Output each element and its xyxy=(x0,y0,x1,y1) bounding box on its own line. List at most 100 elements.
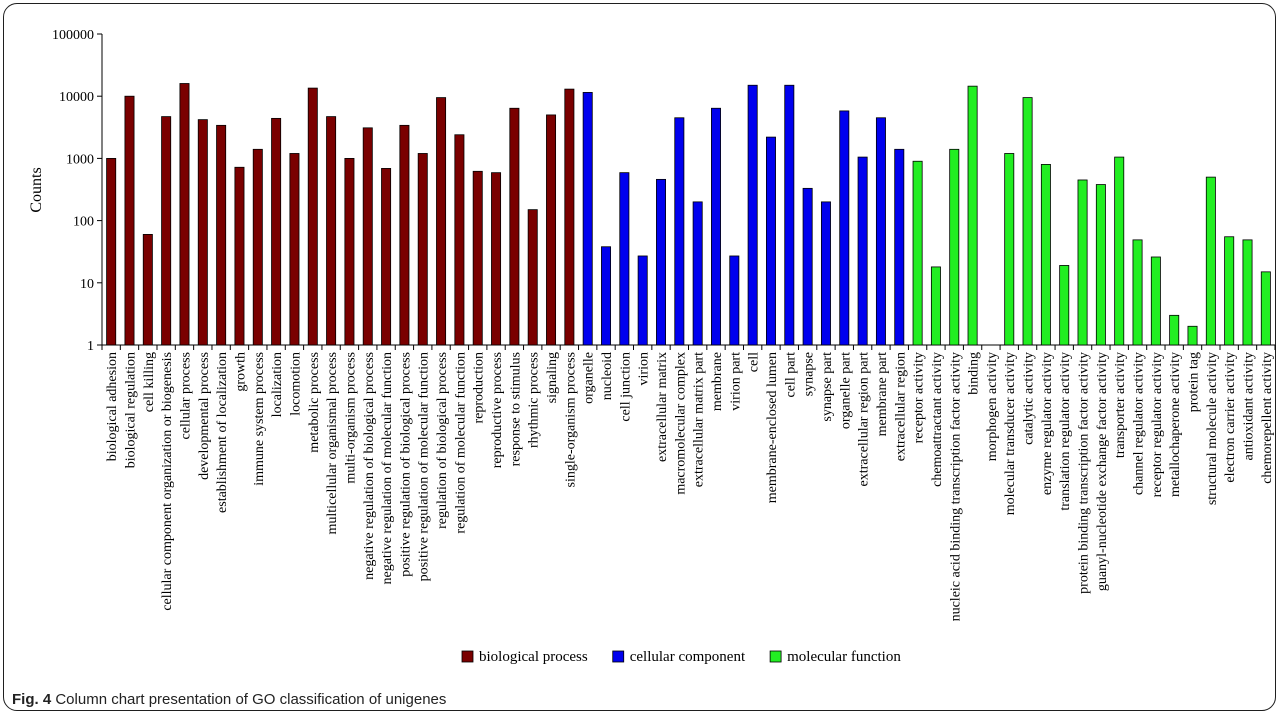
x-tick-label-single-organism-process: single-organism process xyxy=(563,352,578,487)
y-tick-label: 10 xyxy=(80,277,94,292)
figure-frame xyxy=(3,3,1276,711)
bar-chemoattractant-activity xyxy=(930,266,941,346)
bar-response-to-stimulus xyxy=(509,107,520,346)
x-tick-label-cell-killing: cell killing xyxy=(142,352,157,412)
go-classification-chart: Counts 1 10 100 1000 10000 100000 biological a… xyxy=(28,28,1276,665)
x-tick-label-receptor-activity: receptor activity xyxy=(912,352,927,443)
bar-virion-part xyxy=(729,255,740,346)
y-tick-label: 100000 xyxy=(52,28,94,43)
x-tick-label-membrane: membrane xyxy=(710,352,725,411)
bar-reproductive-process xyxy=(491,172,502,346)
bar-regulation-of-biological-process xyxy=(436,97,447,346)
x-tick-label-extracellular-matrix: extracellular matrix xyxy=(655,352,670,462)
bar-growth xyxy=(234,166,245,346)
x-tick-label-growth: growth xyxy=(233,352,248,392)
x-tick-label-molecular-transducer-activity: molecular transducer activity xyxy=(1003,352,1018,515)
bar-multi-organism-process xyxy=(344,157,355,346)
x-tick-label-biological-regulation: biological regulation xyxy=(123,352,138,468)
x-tick-label-negative-regulation-of-biological-process: negative regulation of biological proces… xyxy=(362,352,377,580)
bar-chemorepellent-activity xyxy=(1260,271,1271,346)
bar-positive-regulation-of-molecular-function xyxy=(417,153,428,346)
bar-membrane xyxy=(711,107,721,346)
x-tick-label-reproductive-process: reproductive process xyxy=(490,352,505,468)
bar-metallochaperone-activity xyxy=(1169,314,1180,346)
bar-protein-binding-transcription-factor-activity xyxy=(1077,179,1088,346)
x-tick-label-enzyme-regulator-activity: enzyme regulator activity xyxy=(1040,352,1055,495)
x-tick-label-macromolecular-complex: macromolecular complex xyxy=(673,352,688,495)
bar-protein-tag xyxy=(1187,325,1198,346)
x-tick-label-receptor-regulator-activity: receptor regulator activity xyxy=(1150,352,1165,497)
x-tick-label-cell-junction: cell junction xyxy=(618,352,633,422)
legend-label-molecular-function: molecular function xyxy=(787,649,901,665)
bar-cell-junction xyxy=(619,172,630,346)
x-tick-label-organelle: organelle xyxy=(582,352,597,404)
bar-cellular-process xyxy=(179,83,190,346)
x-tick-label-positive-regulation-of-molecular-function: positive regulation of molecular functio… xyxy=(417,352,432,581)
bar-synapse-part xyxy=(820,201,831,346)
x-tick-label-response-to-stimulus: response to stimulus xyxy=(508,352,523,466)
legend-label-biological-process: biological process xyxy=(479,649,588,665)
x-tick-label-metallochaperone-activity: metallochaperone activity xyxy=(1168,352,1183,497)
x-tick-label-cell: cell xyxy=(747,352,762,372)
x-tick-label-protein-binding-transcription-factor-activity: protein binding transcription factor act… xyxy=(1077,352,1092,594)
bar-catalytic-activity xyxy=(1022,97,1033,346)
bar-synapse xyxy=(802,187,813,346)
x-tick-label-positive-regulation-of-biological-process: positive regulation of biological proces… xyxy=(398,352,413,577)
x-tick-label-localization: localization xyxy=(270,352,285,417)
x-tick-label-binding: binding xyxy=(967,352,982,395)
bar-cell-part xyxy=(784,84,795,346)
y-axis-label: Counts xyxy=(28,167,45,212)
x-tick-label-extracellular-region: extracellular region xyxy=(893,352,908,461)
x-tick-label-transporter-activity: transporter activity xyxy=(1113,352,1128,458)
plot-area: 1 10 100 1000 10000 100000 biological adhesion… xyxy=(52,28,1276,621)
bar-antioxidant-activity xyxy=(1242,239,1253,346)
bar-guanyl-nucleotide-exchange-factor-activity xyxy=(1095,184,1106,346)
figure-caption-label: Fig. 4 xyxy=(12,691,52,708)
bar-translation-regulator-activity xyxy=(1059,265,1070,346)
x-tick-label-regulation-of-biological-process: regulation of biological process xyxy=(435,352,450,529)
x-tick-label-morphogen-activity: morphogen activity xyxy=(985,352,1000,461)
x-tick-label-chemorepellent-activity: chemorepellent activity xyxy=(1260,352,1275,484)
legend-label-cellular-component: cellular component xyxy=(630,649,746,665)
x-tick-label-guanyl-nucleotide-exchange-factor-activity: guanyl-nucleotide exchange factor activi… xyxy=(1095,352,1110,591)
bar-metabolic-process xyxy=(307,87,318,346)
x-tick-label-multi-organism-process: multi-organism process xyxy=(343,352,358,484)
bar-nucleoid xyxy=(601,246,612,346)
bar-positive-regulation-of-biological-process xyxy=(399,124,410,346)
bar-cell xyxy=(747,84,758,346)
x-tick-label-extracellular-matrix-part: extracellular matrix part xyxy=(692,352,707,487)
bar-cellular-component-organization-or-biogenesis xyxy=(161,116,172,346)
y-tick-label: 100 xyxy=(73,215,94,230)
x-tick-label-synapse-part: synapse part xyxy=(820,352,835,422)
x-tick-label-nucleic-acid-binding-transcription-factor-activity: nucleic acid binding transcription facto… xyxy=(948,352,963,621)
x-tick-label-signaling: signaling xyxy=(545,352,560,403)
bar-receptor-regulator-activity xyxy=(1150,256,1161,346)
bar-electron-carrier-activity xyxy=(1224,236,1235,346)
bar-extracellular-matrix-part xyxy=(692,201,703,346)
bar-signaling xyxy=(546,114,557,346)
bar-receptor-activity xyxy=(912,160,923,346)
bar-single-organism-process xyxy=(564,88,575,346)
x-tick-label-membrane-enclosed-lumen: membrane-enclosed lumen xyxy=(765,352,780,503)
x-tick-label-establishment-of-localization: establishment of localization xyxy=(215,352,230,513)
bar-extracellular-region-part xyxy=(857,156,868,346)
x-tick-label-biological-adhesion: biological adhesion xyxy=(105,352,120,461)
bar-reproduction xyxy=(472,170,483,346)
bar-biological-regulation xyxy=(124,95,135,346)
bar-immune-system-process xyxy=(252,148,263,346)
bar-negative-regulation-of-molecular-function xyxy=(381,168,392,346)
bar-transporter-activity xyxy=(1114,156,1125,346)
bar-macromolecular-complex xyxy=(674,117,685,346)
y-tick-label: 1 xyxy=(87,339,94,354)
legend-swatch-cellular-component xyxy=(612,650,625,663)
x-tick-label-catalytic-activity: catalytic activity xyxy=(1022,352,1037,445)
bar-cell-killing xyxy=(142,233,153,346)
y-tick-label: 10000 xyxy=(59,90,94,105)
bar-nucleic-acid-binding-transcription-factor-activity xyxy=(949,148,960,346)
x-tick-label-developmental-process: developmental process xyxy=(197,352,212,480)
bar-virion xyxy=(637,255,648,346)
bar-biological-adhesion xyxy=(106,157,117,346)
x-tick-label-cell-part: cell part xyxy=(783,352,798,398)
bar-membrane-enclosed-lumen xyxy=(765,136,776,346)
bar-structural-molecule-activity xyxy=(1205,176,1216,346)
